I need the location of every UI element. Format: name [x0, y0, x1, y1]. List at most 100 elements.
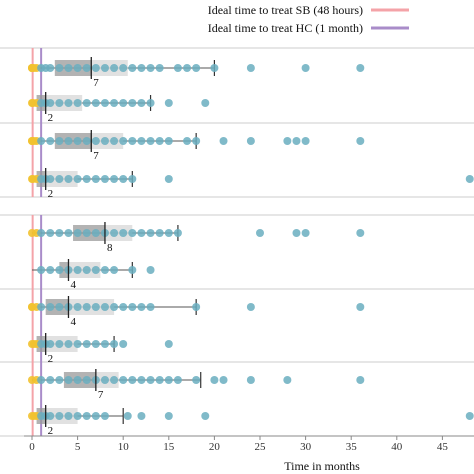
x-axis-label: Time in months	[284, 459, 360, 473]
x-tick-label: 40	[391, 441, 403, 453]
data-point	[82, 340, 91, 348]
data-point	[64, 137, 73, 145]
data-point	[110, 175, 119, 183]
data-point	[55, 229, 64, 237]
legend-label: Ideal time to treat SB (48 hours)	[208, 3, 363, 17]
data-point	[46, 137, 55, 145]
data-point	[55, 137, 64, 145]
data-point	[91, 229, 100, 237]
data-point	[100, 266, 109, 274]
data-point	[164, 229, 173, 237]
data-point	[119, 340, 128, 348]
data-point	[137, 99, 146, 107]
data-point	[91, 303, 100, 311]
data-point	[301, 229, 310, 237]
data-point	[73, 137, 82, 145]
data-point	[46, 99, 55, 107]
data-point	[128, 175, 137, 183]
data-point	[146, 64, 155, 72]
data-point	[82, 229, 91, 237]
data-point	[82, 175, 91, 183]
data-point	[82, 266, 91, 274]
data-point	[192, 137, 201, 145]
x-tick-label: 5	[75, 441, 81, 453]
box-lower-half	[54, 60, 92, 76]
median-label: 2	[48, 353, 54, 365]
data-point	[55, 64, 64, 72]
legend: Ideal time to treat SB (48 hours) Ideal t…	[208, 3, 409, 35]
data-point	[73, 340, 82, 348]
data-point	[173, 64, 182, 72]
data-point	[73, 99, 82, 107]
data-point	[192, 303, 201, 311]
data-point	[246, 303, 255, 311]
x-tick-label: 10	[118, 441, 130, 453]
data-point	[46, 376, 55, 384]
data-point	[164, 376, 173, 384]
data-point	[119, 137, 128, 145]
data-point	[55, 340, 64, 348]
data-point	[64, 175, 73, 183]
data-point	[55, 175, 64, 183]
data-point	[46, 266, 55, 274]
data-point	[128, 99, 137, 107]
data-point	[128, 229, 137, 237]
data-point	[119, 64, 128, 72]
x-tick-label: 0	[29, 441, 35, 453]
data-point	[100, 175, 109, 183]
data-point	[137, 137, 146, 145]
data-point	[210, 64, 219, 72]
box-rows: 7 2 7 2 8 4 4 2 7 2	[28, 57, 474, 437]
data-point	[283, 376, 292, 384]
data-point	[128, 266, 137, 274]
data-point	[110, 137, 119, 145]
data-point	[356, 64, 365, 72]
data-point	[164, 137, 173, 145]
data-point	[46, 303, 55, 311]
data-point	[55, 412, 64, 420]
data-point	[219, 137, 228, 145]
data-point	[100, 64, 109, 72]
data-point	[64, 99, 73, 107]
data-point	[100, 137, 109, 145]
data-point	[82, 64, 91, 72]
data-point	[46, 340, 55, 348]
box-row: 7	[28, 57, 365, 89]
data-point	[73, 64, 82, 72]
data-point	[82, 303, 91, 311]
box-row: 8	[28, 222, 365, 254]
data-point	[91, 266, 100, 274]
data-point	[119, 229, 128, 237]
data-point	[128, 376, 137, 384]
data-point	[64, 412, 73, 420]
median-label: 4	[70, 316, 76, 328]
data-point	[192, 376, 201, 384]
data-point	[110, 229, 119, 237]
data-point	[64, 64, 73, 72]
x-tick-label: 45	[437, 441, 449, 453]
data-point	[256, 229, 264, 237]
data-point	[246, 376, 255, 384]
box-row: 2	[28, 333, 173, 365]
data-point	[292, 137, 301, 145]
data-point	[100, 340, 109, 348]
box-upper-half	[91, 60, 128, 76]
data-point	[210, 376, 219, 384]
data-point	[201, 99, 210, 107]
data-point	[37, 229, 46, 237]
x-axis: 0 5 10 15 20 25 30 35 40 45	[24, 435, 474, 453]
data-point	[146, 99, 155, 107]
data-point	[356, 137, 365, 145]
data-point	[356, 303, 365, 311]
box-lower-half	[59, 262, 69, 278]
data-point	[46, 229, 55, 237]
data-point	[137, 229, 146, 237]
data-point	[110, 340, 119, 348]
box-row: 2	[28, 405, 474, 437]
median-label: 8	[107, 242, 113, 254]
x-tick-label: 15	[163, 441, 175, 453]
data-point	[37, 266, 46, 274]
data-point	[173, 229, 182, 237]
data-point	[356, 229, 365, 237]
